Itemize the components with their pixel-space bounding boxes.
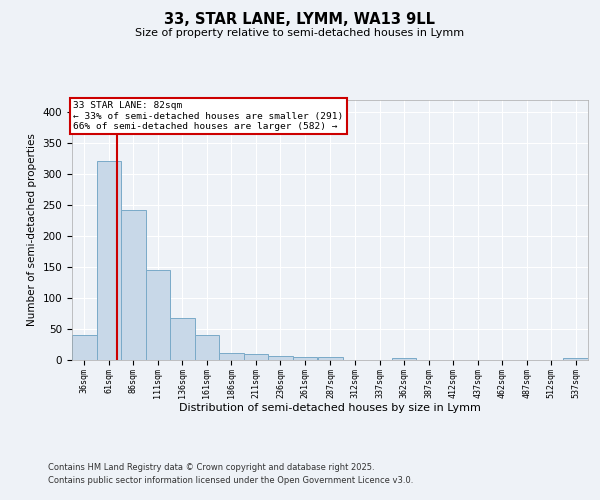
- Bar: [392, 358, 416, 360]
- Bar: [563, 358, 588, 360]
- Text: 33 STAR LANE: 82sqm
← 33% of semi-detached houses are smaller (291)
66% of semi-: 33 STAR LANE: 82sqm ← 33% of semi-detach…: [73, 101, 343, 131]
- Text: Contains HM Land Registry data © Crown copyright and database right 2025.: Contains HM Land Registry data © Crown c…: [48, 464, 374, 472]
- Bar: [194, 335, 219, 360]
- Text: Size of property relative to semi-detached houses in Lymm: Size of property relative to semi-detach…: [136, 28, 464, 38]
- Y-axis label: Number of semi-detached properties: Number of semi-detached properties: [27, 134, 37, 326]
- Bar: [121, 210, 146, 360]
- Bar: [170, 318, 194, 360]
- Bar: [244, 354, 268, 360]
- Bar: [293, 357, 317, 360]
- Text: 33, STAR LANE, LYMM, WA13 9LL: 33, STAR LANE, LYMM, WA13 9LL: [164, 12, 436, 28]
- X-axis label: Distribution of semi-detached houses by size in Lymm: Distribution of semi-detached houses by …: [179, 403, 481, 413]
- Bar: [97, 160, 121, 360]
- Text: Contains public sector information licensed under the Open Government Licence v3: Contains public sector information licen…: [48, 476, 413, 485]
- Bar: [318, 357, 343, 360]
- Bar: [72, 335, 97, 360]
- Bar: [268, 356, 293, 360]
- Bar: [219, 352, 244, 360]
- Bar: [146, 270, 170, 360]
